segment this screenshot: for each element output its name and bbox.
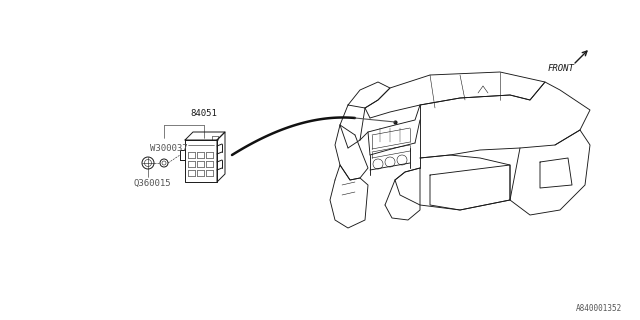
Text: FRONT: FRONT [548,63,575,73]
Text: A840001352: A840001352 [576,304,622,313]
Text: Q360015: Q360015 [134,179,172,188]
Text: W300037: W300037 [150,144,188,153]
Text: 84051: 84051 [191,109,218,118]
